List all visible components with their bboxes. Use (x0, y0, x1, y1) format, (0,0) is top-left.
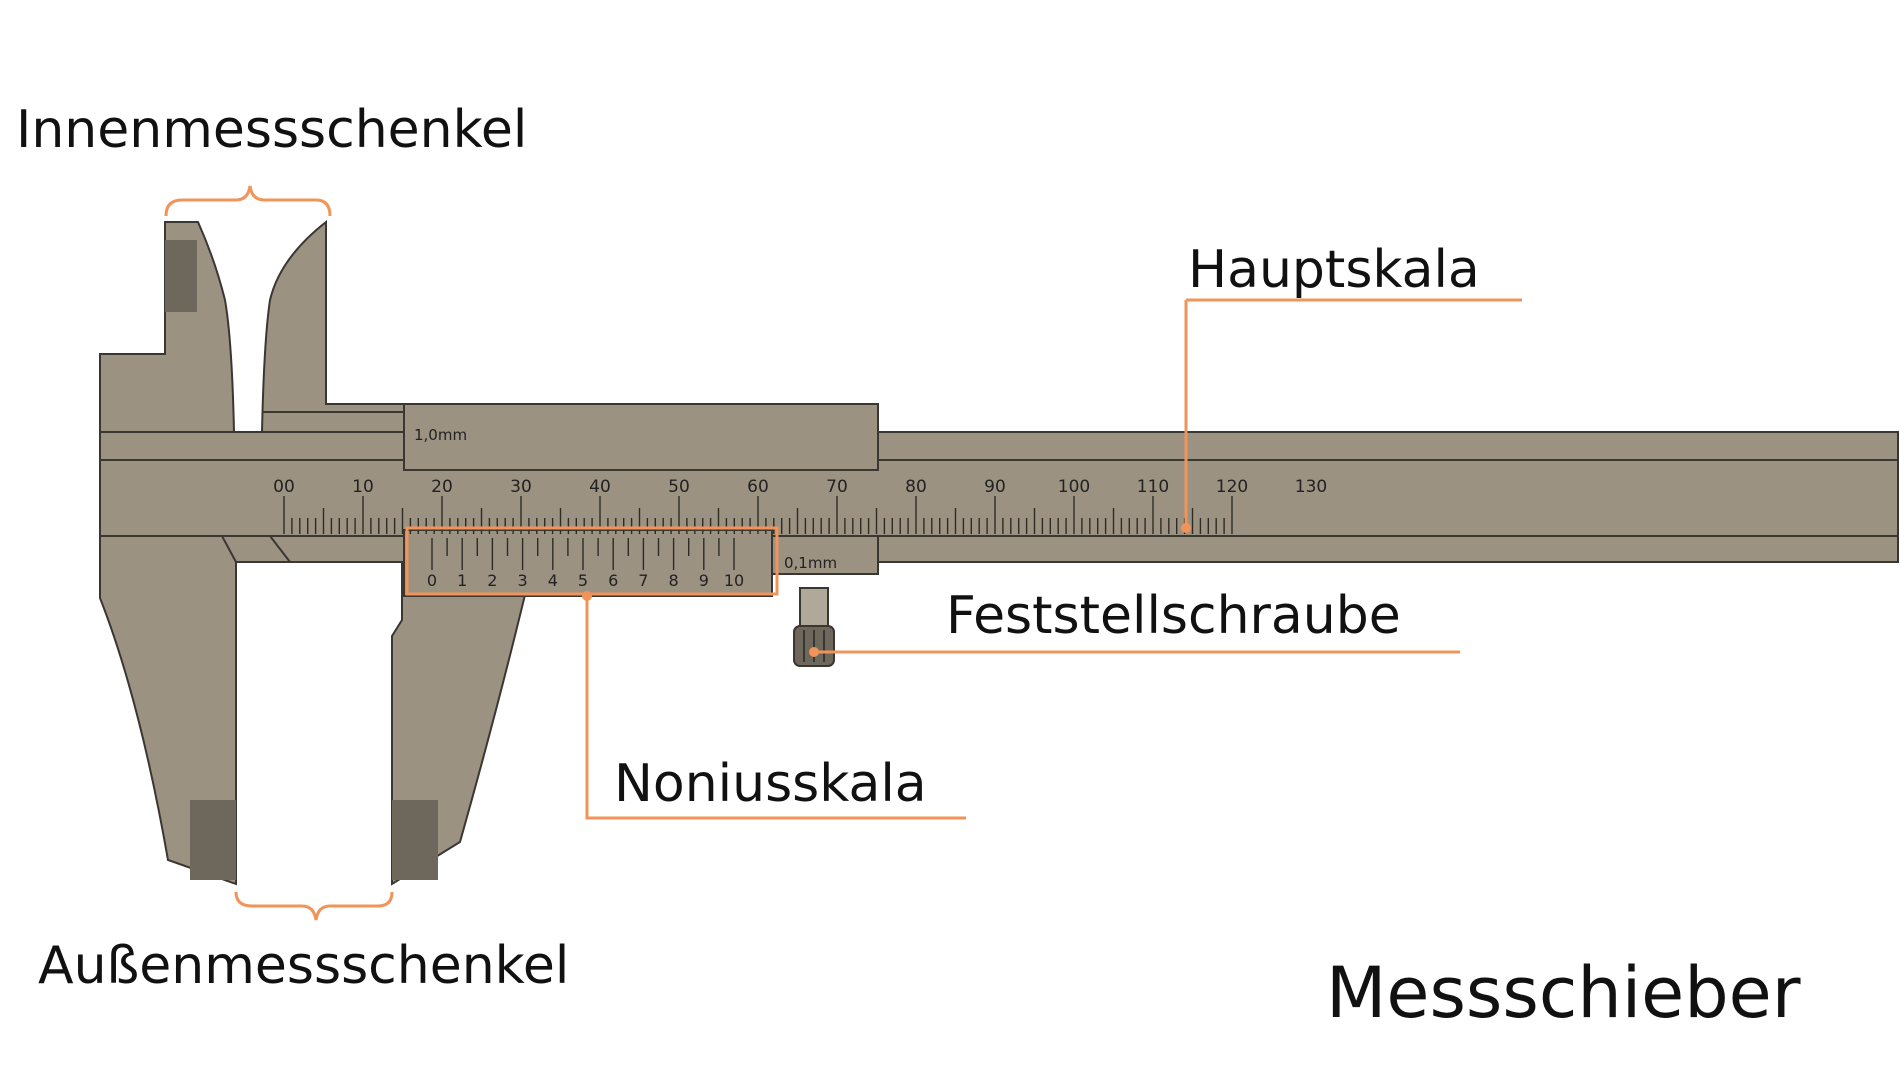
inner-jaws-brace (164, 185, 332, 217)
main-scale-number: 60 (747, 477, 769, 497)
main-scale-leader (1184, 298, 1522, 528)
vernier-leader (585, 594, 966, 820)
main-scale-number: 100 (1058, 477, 1090, 497)
main-scale-number: 120 (1216, 477, 1248, 497)
vernier-number: 8 (669, 571, 679, 590)
vernier-number: 5 (578, 571, 588, 590)
main-scale: 00 10 20 30 40 50 60 70 80 90 100 110 120 130 (273, 477, 1327, 534)
fixed-outer-jaw (99, 535, 237, 886)
main-scale-number: 30 (510, 477, 532, 497)
main-scale-number: 40 (589, 477, 611, 497)
main-scale-number: 20 (431, 477, 453, 497)
vernier-number: 3 (518, 571, 528, 590)
vernier-number: 9 (699, 571, 709, 590)
main-scale-label: Hauptskala (1188, 240, 1480, 300)
callout-dots (582, 523, 1191, 657)
vernier-number: 2 (487, 571, 497, 590)
main-scale-number: 110 (1137, 477, 1169, 497)
vernier-number: 1 (457, 571, 467, 590)
main-scale-number: 80 (905, 477, 927, 497)
vernier-number: 0 (427, 571, 437, 590)
slider-top (403, 403, 879, 471)
locking-screw-label: Feststellschraube (946, 586, 1401, 646)
vernier-scale-label: Noniusskala (614, 754, 927, 814)
upper-resolution-label: 1,0mm (414, 426, 467, 444)
inner-jaws-label: Innenmessschenkel (16, 100, 528, 160)
main-scale-number: 70 (826, 477, 848, 497)
vernier-plate (403, 529, 773, 597)
vernier-number: 4 (548, 571, 558, 590)
main-scale-number: 90 (984, 477, 1006, 497)
main-scale-number: 130 (1295, 477, 1327, 497)
main-scale-number: 10 (352, 477, 374, 497)
vernier-number: 6 (608, 571, 618, 590)
caliper-body (99, 219, 1899, 886)
outer-jaws-label: Außenmessschenkel (38, 936, 570, 996)
vernier-highlight-box (405, 526, 779, 596)
fixed-inner-jaw (99, 221, 236, 433)
vernier-number: 7 (638, 571, 648, 590)
diagram-title: Messschieber (1326, 952, 1801, 1034)
vernier-scale: 0 1 2 3 4 5 6 7 8 9 10 (427, 538, 744, 590)
moving-inner-jaw (260, 219, 405, 433)
screw-shaft (799, 587, 829, 627)
callouts (164, 185, 1522, 921)
main-scale-number: 50 (668, 477, 690, 497)
main-scale-number: 00 (273, 477, 295, 497)
outer-jaws-brace (234, 891, 394, 921)
lower-resolution-label: 0,1mm (784, 554, 837, 572)
vernier-number: 10 (724, 571, 744, 590)
